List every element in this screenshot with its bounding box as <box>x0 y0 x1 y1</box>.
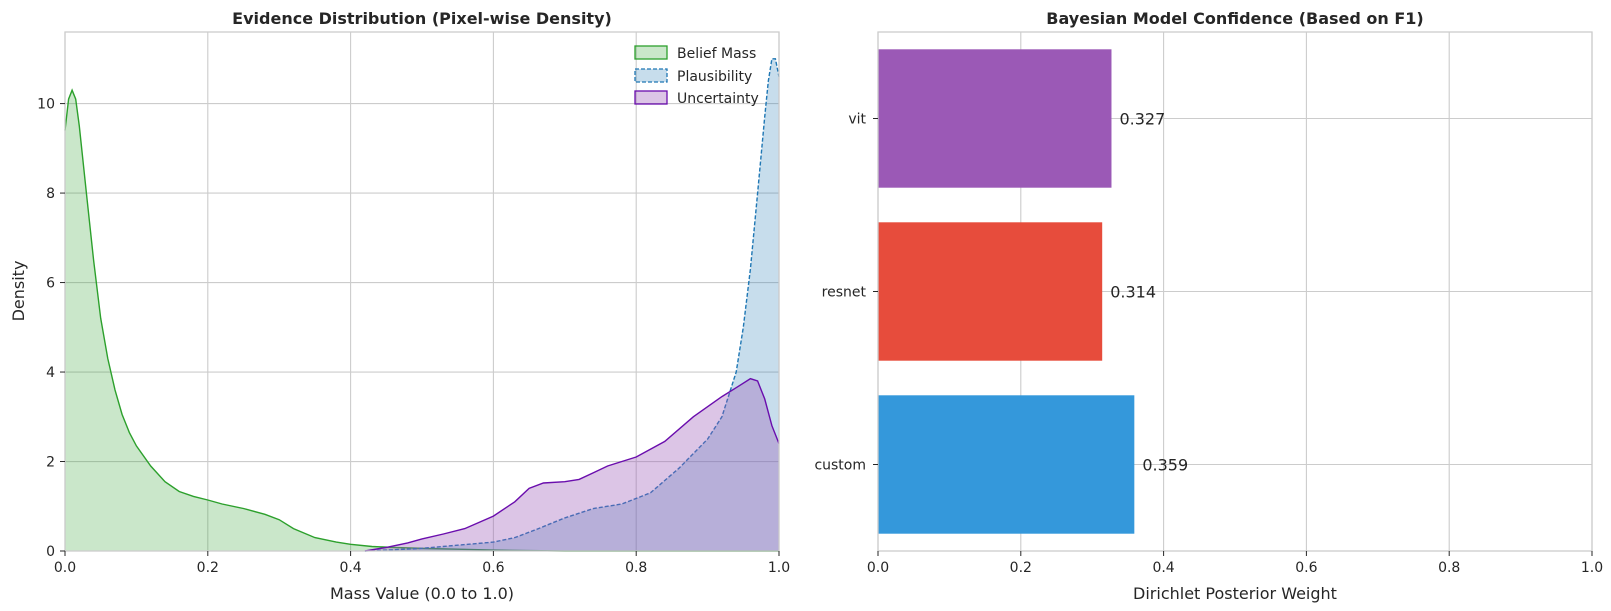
bar-x-axis-label: Dirichlet Posterior Weight <box>1133 584 1337 603</box>
bar-x-ticks: 0.0 0.2 0.4 0.6 0.8 1.0 <box>867 551 1603 576</box>
legend-swatch-belief-mass <box>634 45 668 60</box>
density-x-tick-label: 0.0 <box>54 560 76 576</box>
bar-category-label-vit: vit <box>848 112 866 128</box>
legend-swatch-plausibility <box>634 68 668 83</box>
density-chart-title: Evidence Distribution (Pixel-wise Densit… <box>232 9 612 28</box>
density-x-tick-label: 0.4 <box>339 560 361 576</box>
bar-x-tick-label: 1.0 <box>1581 560 1603 576</box>
bar-custom <box>878 395 1135 534</box>
density-x-tick-label: 1.0 <box>768 560 790 576</box>
density-y-axis-label: Density <box>9 261 28 322</box>
legend-swatch-uncertainty <box>634 90 668 105</box>
density-chart: 0.0 0.2 0.4 0.6 0.8 1.0 0 2 4 6 8 10 Evidence Dist… <box>9 9 790 603</box>
legend-entry-belief-mass: Belief Mass <box>634 45 756 62</box>
density-x-tick-label: 0.6 <box>482 560 504 576</box>
legend-entry-plausibility: Plausibility <box>634 68 752 85</box>
legend-entry-uncertainty: Uncertainty <box>634 90 759 107</box>
density-y-tick-label: 8 <box>46 186 55 202</box>
density-y-tick-label: 4 <box>46 365 55 381</box>
density-legend: Belief Mass Plausibility Uncertainty <box>634 45 759 107</box>
legend-label-uncertainty: Uncertainty <box>677 91 759 107</box>
bar-series <box>878 49 1135 534</box>
density-y-tick-label: 10 <box>37 97 55 113</box>
bar-x-tick-label: 0.0 <box>867 560 889 576</box>
density-y-ticks: 0 2 4 6 8 10 <box>37 97 65 560</box>
bar-value-label-custom: 0.359 <box>1142 456 1188 475</box>
bar-category-label-custom: custom <box>814 458 866 474</box>
legend-label-belief-mass: Belief Mass <box>677 46 756 62</box>
area-plausibility <box>364 58 779 552</box>
area-uncertainty <box>364 378 779 551</box>
density-spines <box>64 31 780 552</box>
bar-chart-title: Bayesian Model Confidence (Based on F1) <box>1046 9 1423 28</box>
bar-resnet <box>878 222 1103 361</box>
bar-x-tick-label: 0.8 <box>1438 560 1460 576</box>
density-areas <box>64 58 780 552</box>
bar-x-tick-label: 0.2 <box>1010 560 1032 576</box>
density-x-tick-label: 0.2 <box>197 560 219 576</box>
density-y-tick-label: 2 <box>46 455 55 471</box>
density-x-axis-label: Mass Value (0.0 to 1.0) <box>330 584 514 603</box>
bar-chart: 0.0 0.2 0.4 0.6 0.8 1.0 custom resnet vit 0.359… <box>814 9 1603 603</box>
line-belief-mass <box>64 88 779 552</box>
density-y-tick-label: 6 <box>46 276 55 292</box>
bar-value-labels: 0.359 0.314 0.327 <box>1110 110 1188 475</box>
bar-x-tick-label: 0.4 <box>1152 560 1174 576</box>
density-x-ticks: 0.0 0.2 0.4 0.6 0.8 1.0 <box>54 551 790 576</box>
density-gridlines <box>64 32 780 552</box>
line-uncertainty <box>364 377 780 552</box>
line-plausibility <box>364 58 780 552</box>
area-belief-mass <box>65 90 779 551</box>
bar-x-tick-label: 0.6 <box>1295 560 1317 576</box>
bar-vit <box>878 49 1112 188</box>
legend-label-plausibility: Plausibility <box>677 69 752 85</box>
bar-category-label-resnet: resnet <box>822 285 867 301</box>
bar-value-label-resnet: 0.314 <box>1110 283 1156 302</box>
density-x-tick-label: 0.8 <box>625 560 647 576</box>
density-y-tick-label: 0 <box>46 544 55 560</box>
bar-value-label-vit: 0.327 <box>1119 110 1165 129</box>
bar-y-ticks: custom resnet vit <box>814 112 878 474</box>
